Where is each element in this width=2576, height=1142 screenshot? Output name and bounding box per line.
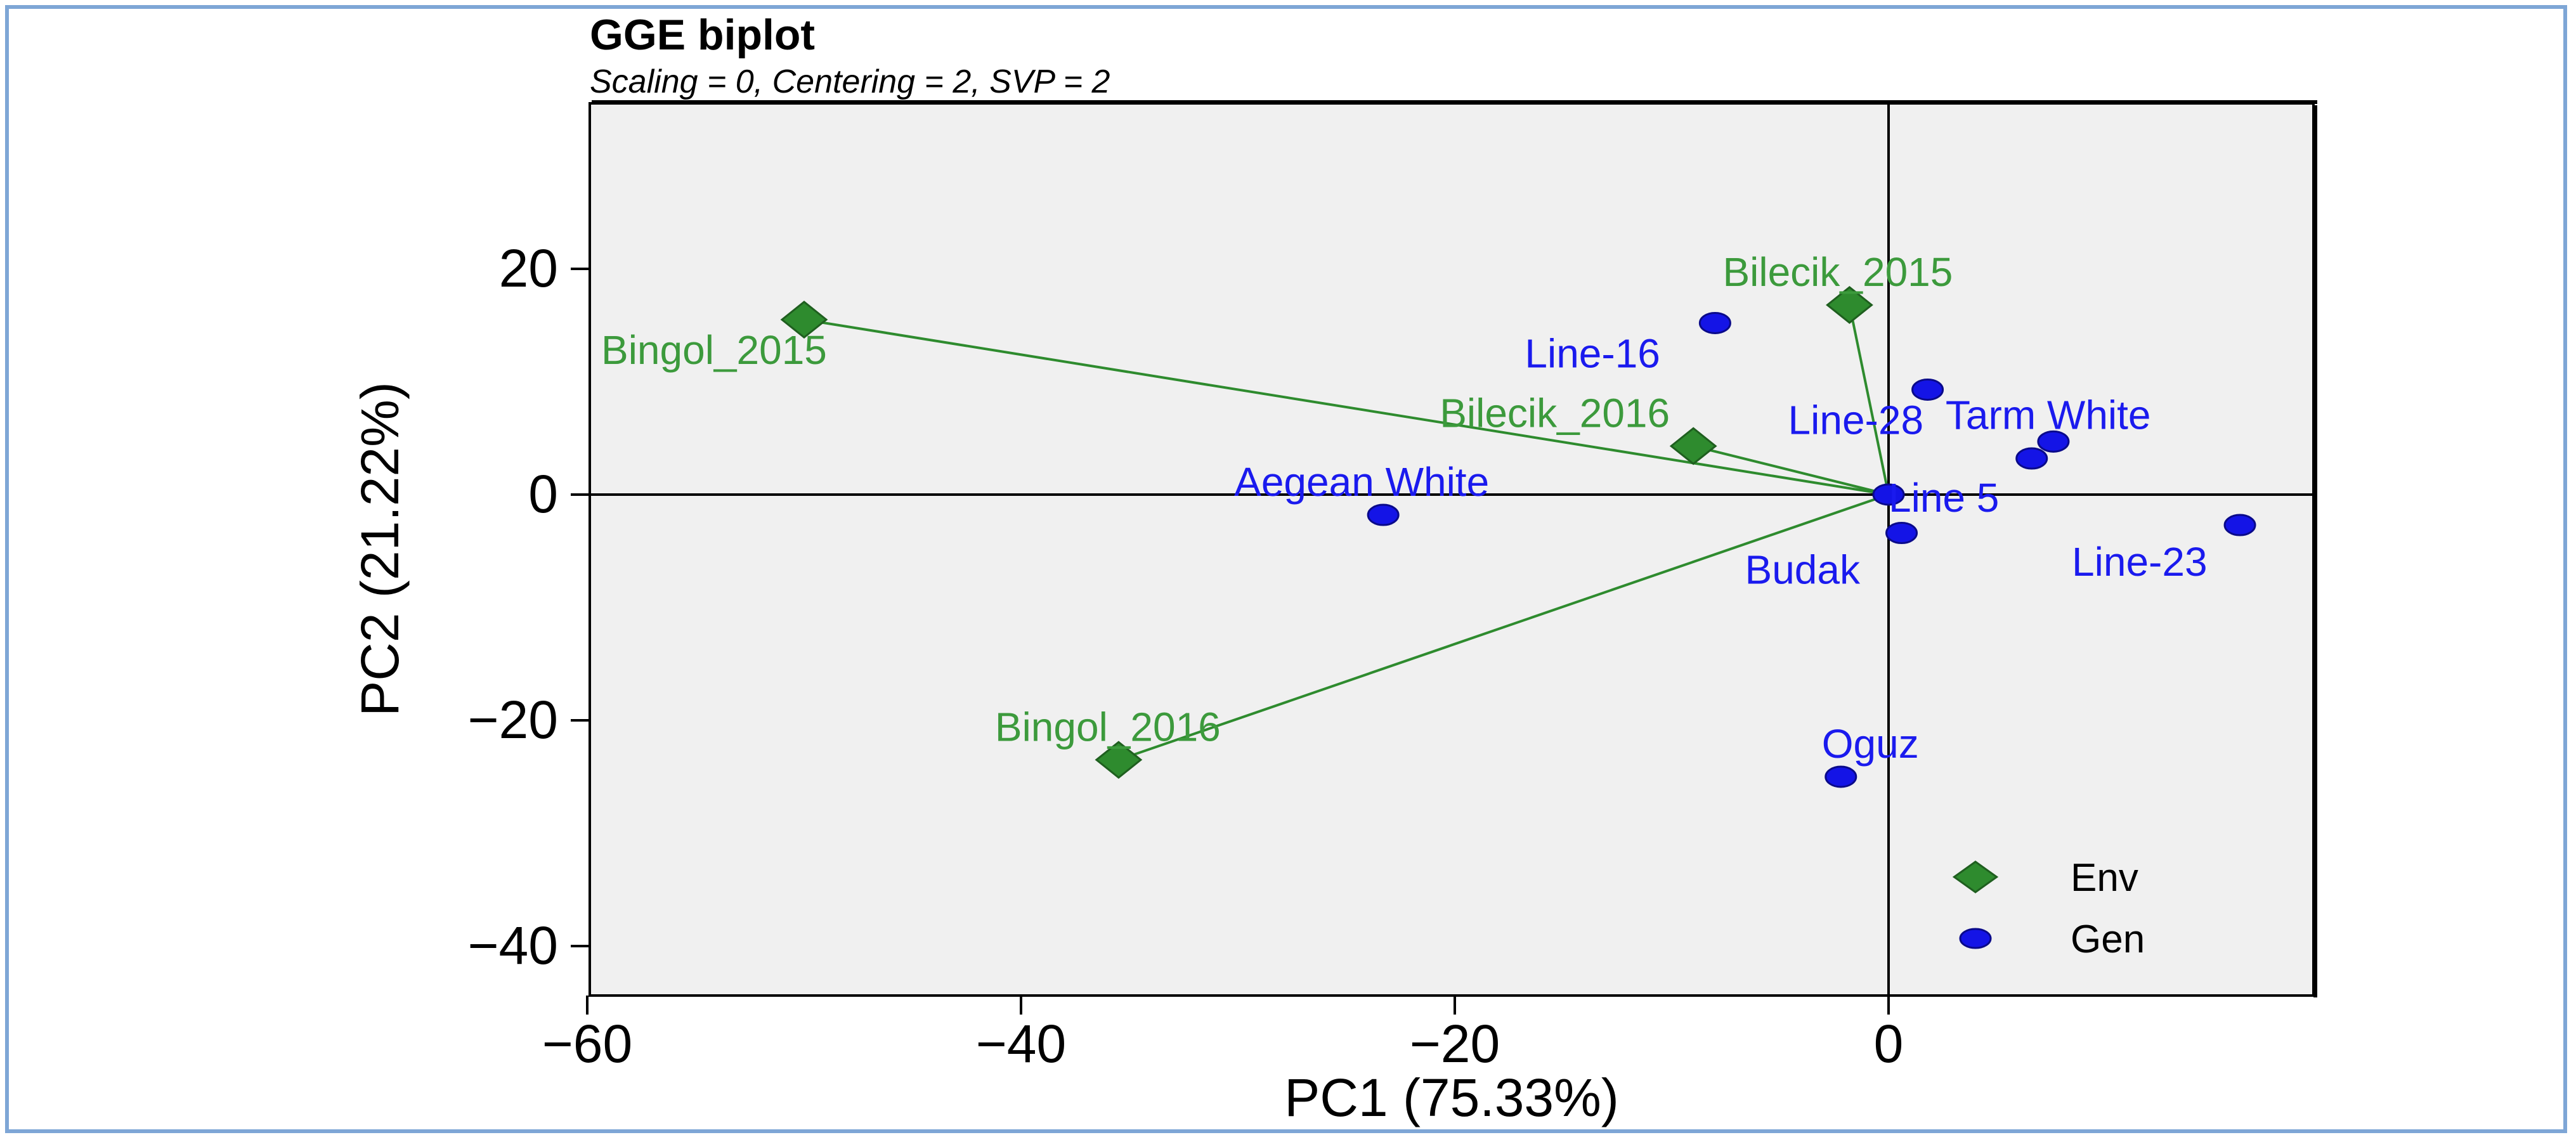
x-tick-label: 0 xyxy=(1874,1014,1904,1074)
env-point xyxy=(1669,427,1717,465)
legend-label: Env xyxy=(2071,856,2138,900)
gen-point xyxy=(2223,514,2256,536)
gen-point xyxy=(1825,765,1857,788)
env-label: Bilecik_2016 xyxy=(1440,390,1670,436)
x-tick-label: −20 xyxy=(1410,1014,1500,1074)
env-label: Bingol_2015 xyxy=(601,327,827,373)
gen-point xyxy=(1872,483,1905,506)
y-axis-label: PC2 (21.22%) xyxy=(350,382,410,717)
gen-point xyxy=(1911,378,1944,401)
legend-label: Gen xyxy=(2071,918,2145,961)
gen-label: Budak xyxy=(1745,547,1861,593)
gen-point xyxy=(1885,522,1918,545)
y-tick-label: 20 xyxy=(499,238,558,298)
gen-label: Aegean White xyxy=(1234,459,1489,505)
legend: Env Gen xyxy=(1952,856,2145,961)
y-tick-label: −20 xyxy=(468,690,559,749)
gen-point xyxy=(1698,311,1731,334)
plot-panel xyxy=(589,102,2315,997)
env-vector xyxy=(1848,304,1890,495)
y-tick-label: −40 xyxy=(468,916,559,975)
chart-title: GGE biplot xyxy=(590,11,815,59)
gen-label: Line-28 xyxy=(1788,397,1924,443)
env-point xyxy=(780,301,828,339)
gen-label: Oguz xyxy=(1822,721,1919,767)
y-tick-label: 0 xyxy=(528,464,558,524)
env-label: Bilecik_2015 xyxy=(1722,249,1953,295)
env-vector xyxy=(1693,444,1889,496)
x-axis-label: PC1 (75.33%) xyxy=(1284,1068,1619,1127)
x-tick-label: −60 xyxy=(542,1014,633,1074)
legend-gen-marker xyxy=(1959,928,1992,949)
gen-label: Tarm White xyxy=(1946,392,2151,438)
gen-label: Line-23 xyxy=(2072,539,2208,585)
gen-label: Line-16 xyxy=(1525,330,1660,376)
gen-point xyxy=(2037,430,2070,453)
gen-point xyxy=(1367,503,1400,526)
gen-point xyxy=(2015,447,2048,470)
env-vector xyxy=(1118,493,1889,762)
env-label: Bingol_2016 xyxy=(995,704,1221,749)
chart-frame xyxy=(5,5,2567,1133)
legend-env-marker xyxy=(1952,860,1999,893)
env-vector xyxy=(803,318,1889,496)
chart-subtitle: Scaling = 0, Centering = 2, SVP = 2 xyxy=(590,63,1110,100)
gen-label: Line 5 xyxy=(1889,475,1999,521)
env-point xyxy=(1826,286,1873,324)
x-tick-label: −40 xyxy=(976,1014,1067,1074)
env-point xyxy=(1095,741,1143,779)
